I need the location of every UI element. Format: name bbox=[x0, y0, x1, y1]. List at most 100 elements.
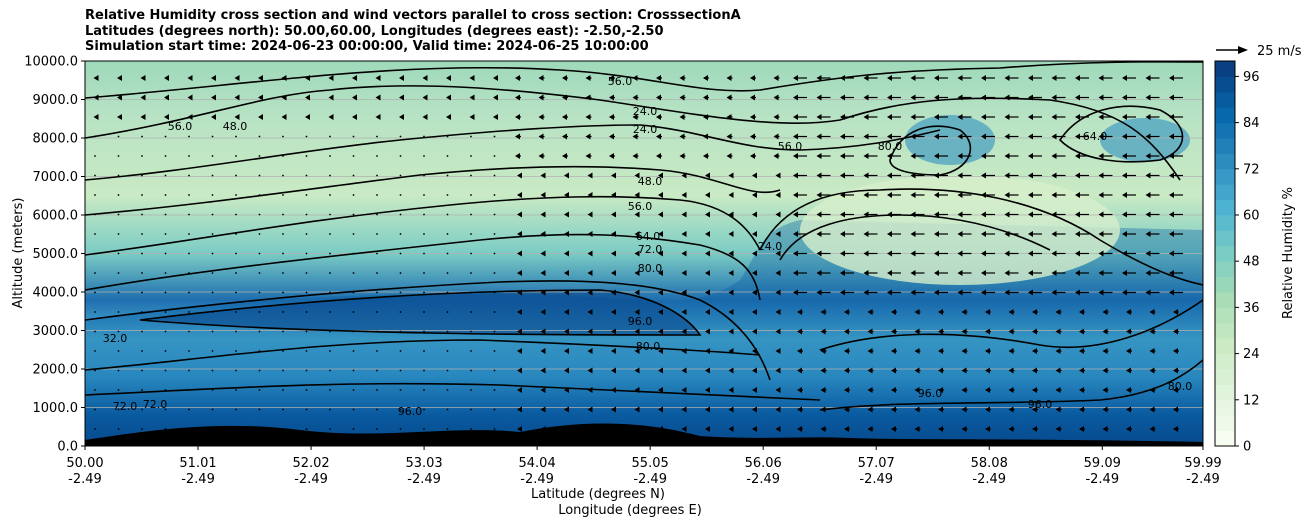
wind-vector bbox=[399, 330, 402, 333]
wind-vector bbox=[94, 428, 96, 430]
wind-vector-head bbox=[658, 192, 663, 198]
wind-vector-head bbox=[728, 192, 734, 198]
wind-vector-head bbox=[816, 270, 822, 276]
wind-vector-head bbox=[587, 367, 593, 374]
y-tick-label: 8000.0 bbox=[33, 132, 79, 147]
wind-vector bbox=[446, 330, 449, 333]
wind-vector-head bbox=[844, 309, 849, 315]
wind-vector-head bbox=[538, 133, 544, 140]
wind-vector-head bbox=[840, 172, 845, 179]
wind-vector-head bbox=[840, 94, 845, 101]
wind-vector-head bbox=[981, 133, 986, 140]
wind-vector bbox=[493, 272, 496, 274]
wind-vector bbox=[94, 194, 96, 196]
wind-vector-head bbox=[961, 387, 967, 393]
wind-vector bbox=[117, 389, 120, 391]
wind-vector-head bbox=[938, 309, 943, 315]
wind-vector-head bbox=[961, 309, 967, 315]
wind-vector bbox=[164, 369, 167, 372]
wind-vector-head bbox=[469, 75, 475, 81]
wind-vector-head bbox=[914, 309, 920, 315]
wind-vector-head bbox=[681, 406, 687, 413]
wind-vector bbox=[258, 428, 261, 430]
contour-lines bbox=[85, 61, 1203, 411]
wind-vector-head bbox=[587, 309, 593, 315]
wind-vector-head bbox=[1145, 192, 1151, 198]
wind-vector-head bbox=[585, 94, 591, 101]
wind-vector-head bbox=[679, 75, 685, 81]
contour-line bbox=[85, 61, 1203, 99]
wind-vector bbox=[141, 174, 143, 177]
wind-vector bbox=[399, 194, 402, 196]
wind-vector-head bbox=[117, 75, 122, 81]
wind-vector-head bbox=[820, 387, 826, 393]
wind-vector-head bbox=[1004, 133, 1010, 140]
wind-vector-head bbox=[564, 211, 569, 218]
wind-vector bbox=[423, 389, 425, 391]
wind-vector-head bbox=[887, 289, 892, 296]
wind-vector-head bbox=[887, 211, 892, 218]
wind-vector-head bbox=[820, 426, 826, 432]
wind-vector-head bbox=[611, 348, 616, 354]
wind-vector bbox=[493, 213, 496, 216]
wind-vector bbox=[141, 330, 143, 333]
wind-vector bbox=[164, 350, 167, 352]
terrain bbox=[85, 423, 1203, 446]
wind-vector bbox=[282, 369, 284, 372]
wind-vector-head bbox=[887, 172, 892, 179]
wind-vector-head bbox=[1075, 289, 1080, 296]
wind-vector-head bbox=[840, 153, 845, 159]
wind-vector-head bbox=[1126, 309, 1131, 315]
wind-vector bbox=[399, 350, 402, 352]
wind-vector-head bbox=[910, 231, 916, 237]
wind-vector-head bbox=[797, 328, 802, 335]
wind-vector bbox=[235, 213, 237, 216]
wind-vector-head bbox=[863, 250, 869, 257]
wind-vector bbox=[399, 233, 402, 235]
wind-vector-head bbox=[961, 328, 967, 335]
colorbar-segment bbox=[1215, 122, 1235, 139]
wind-vector-head bbox=[540, 406, 546, 413]
wind-vector-head bbox=[793, 231, 798, 237]
wind-vector-head bbox=[705, 387, 710, 393]
wind-vector-head bbox=[775, 192, 781, 198]
x-tick-label-lon: -2.49 bbox=[68, 472, 102, 487]
wind-vector bbox=[446, 272, 449, 274]
wind-vector-head bbox=[493, 94, 498, 101]
wind-vector-head bbox=[1173, 367, 1178, 374]
wind-vector-head bbox=[840, 289, 845, 296]
colorbar-tick-label: 0 bbox=[1243, 440, 1251, 455]
contour-label: 32.0 bbox=[103, 332, 128, 345]
colorbar-tick-label: 24 bbox=[1243, 347, 1260, 362]
wind-vector-head bbox=[656, 153, 661, 159]
wind-vector bbox=[164, 291, 167, 294]
wind-vector bbox=[446, 291, 449, 294]
wind-vector bbox=[211, 155, 214, 157]
wind-vector-head bbox=[1051, 211, 1057, 218]
wind-vector-head bbox=[352, 94, 357, 101]
wind-vector bbox=[493, 389, 496, 391]
wind-vector-head bbox=[609, 94, 614, 101]
wind-vector-head bbox=[910, 172, 916, 179]
wind-vector bbox=[117, 272, 120, 274]
wind-vector bbox=[423, 174, 425, 177]
wind-vector-head bbox=[1098, 133, 1104, 140]
wind-vector-head bbox=[1075, 75, 1080, 81]
colorbar-segment bbox=[1215, 307, 1235, 324]
wind-vector-head bbox=[1149, 426, 1155, 432]
wind-vector-head bbox=[1075, 153, 1080, 159]
wind-vector-head bbox=[775, 367, 781, 374]
x-tick-label-lon: -2.49 bbox=[407, 472, 441, 487]
y-tick-label: 9000.0 bbox=[33, 93, 79, 108]
wind-vector-head bbox=[910, 75, 916, 81]
wind-vector-head bbox=[844, 426, 849, 432]
wind-vector-head bbox=[656, 133, 661, 140]
wind-vector bbox=[305, 311, 308, 313]
wind-vector bbox=[164, 408, 167, 411]
wind-vector-head bbox=[1075, 270, 1080, 276]
wind-vector bbox=[117, 252, 120, 255]
wind-vector-head bbox=[797, 309, 802, 315]
contour-label: 64.0 bbox=[636, 230, 661, 243]
wind-vector-head bbox=[538, 75, 544, 81]
wind-vector-head bbox=[1169, 94, 1174, 101]
